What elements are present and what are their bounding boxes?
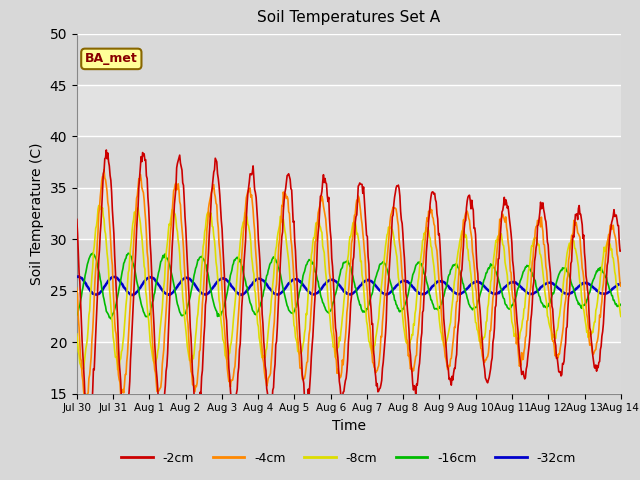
-32cm (128, 292, 136, 298)
-32cm (224, 278, 232, 284)
-2cm (417, 350, 424, 356)
-4cm (224, 373, 232, 379)
-16cm (433, 306, 440, 312)
-4cm (83, 395, 90, 401)
Bar (77, 34, 621, 85)
-4cm (140, 197, 148, 203)
-2cm (83, 410, 90, 416)
X-axis label: Time: Time (332, 419, 366, 433)
-2cm (85, 427, 93, 433)
-8cm (114, 367, 122, 372)
-32cm (617, 280, 625, 286)
-16cm (224, 285, 232, 290)
-8cm (224, 354, 232, 360)
-16cm (107, 316, 115, 322)
-4cm (73, 285, 81, 290)
Bar (77, 188, 621, 240)
-32cm (73, 274, 81, 280)
-16cm (617, 301, 625, 307)
-4cm (433, 244, 440, 250)
-4cm (196, 348, 204, 354)
-32cm (433, 280, 440, 286)
-8cm (417, 259, 424, 264)
-16cm (73, 312, 81, 318)
-4cm (100, 167, 108, 173)
-2cm (73, 216, 81, 222)
-16cm (196, 255, 204, 261)
-8cm (83, 341, 90, 347)
-2cm (140, 151, 148, 156)
-4cm (617, 283, 625, 289)
Text: BA_met: BA_met (85, 52, 138, 65)
Bar (77, 85, 621, 136)
Line: -2cm: -2cm (77, 150, 621, 430)
Bar (77, 342, 621, 394)
-8cm (617, 313, 625, 319)
Line: -16cm: -16cm (77, 253, 621, 319)
Bar (77, 240, 621, 291)
-8cm (73, 331, 81, 337)
-32cm (140, 278, 148, 284)
-16cm (417, 262, 424, 267)
-8cm (95, 203, 102, 208)
-4cm (417, 304, 424, 310)
-16cm (83, 265, 90, 271)
-32cm (417, 291, 424, 297)
Title: Soil Temperatures Set A: Soil Temperatures Set A (257, 11, 440, 25)
Line: -8cm: -8cm (77, 205, 621, 370)
-8cm (196, 293, 204, 299)
-16cm (89, 250, 97, 256)
Bar (77, 136, 621, 188)
-8cm (433, 290, 440, 296)
-2cm (102, 147, 110, 153)
Bar (77, 291, 621, 342)
-32cm (196, 288, 204, 294)
Legend: -2cm, -4cm, -8cm, -16cm, -32cm: -2cm, -4cm, -8cm, -16cm, -32cm (116, 447, 581, 469)
Y-axis label: Soil Temperature (C): Soil Temperature (C) (30, 143, 44, 285)
-2cm (224, 347, 232, 353)
Line: -32cm: -32cm (77, 276, 621, 295)
-2cm (617, 248, 625, 253)
-32cm (74, 274, 82, 279)
-8cm (140, 264, 148, 269)
-4cm (84, 391, 92, 396)
-16cm (140, 310, 148, 316)
-32cm (84, 284, 92, 289)
-2cm (196, 409, 204, 415)
Line: -4cm: -4cm (77, 170, 621, 398)
-2cm (433, 199, 440, 205)
